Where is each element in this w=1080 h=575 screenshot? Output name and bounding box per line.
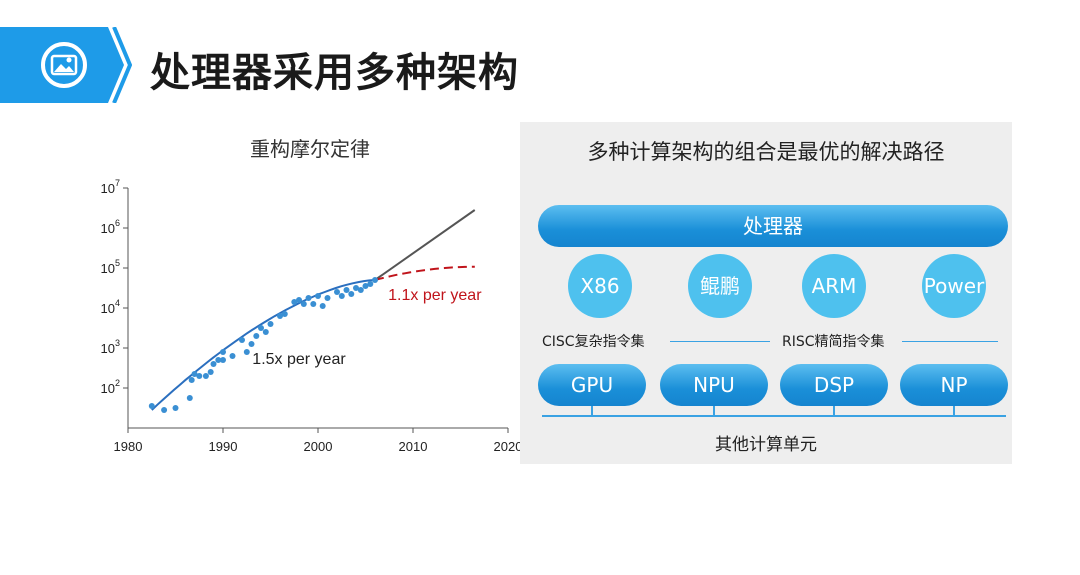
data-point (248, 341, 255, 347)
baseline-tick (591, 406, 593, 416)
unit-npu: NPU (660, 364, 768, 406)
data-point (188, 377, 195, 383)
y-tick-label: 105 (101, 258, 120, 276)
unit-np: NP (900, 364, 1008, 406)
baseline-tick (953, 406, 955, 416)
cisc-risc-divider (670, 341, 770, 342)
data-point (324, 295, 331, 301)
data-point (258, 325, 264, 331)
isa-circle-arm: ARM (802, 254, 866, 318)
y-tick-label: 104 (101, 298, 120, 316)
x-tick-label: 2000 (304, 439, 333, 454)
data-point (239, 337, 245, 343)
cisc-label: CISC复杂指令集 (542, 334, 645, 350)
data-point (161, 407, 168, 413)
x-tick-label: 1990 (209, 439, 238, 454)
risc-line (902, 341, 998, 342)
data-point (310, 301, 317, 307)
data-point (196, 373, 203, 379)
data-point (300, 301, 307, 307)
moores-law-chart: 107 106 105 104 103 102 1980 1990 2000 2010 2020 1… (101, 178, 520, 454)
header-banner (0, 27, 132, 103)
data-point (334, 289, 340, 295)
isa-circle-power: Power (922, 254, 986, 318)
projection-line (374, 209, 476, 281)
unit-gpu: GPU (538, 364, 646, 406)
data-point (348, 291, 355, 297)
y-tick-label: 107 (101, 178, 120, 196)
page-title: 处理器采用多种架构 (150, 50, 519, 96)
data-point (357, 287, 364, 293)
image-icon (41, 42, 87, 88)
y-tick-label: 103 (101, 338, 120, 356)
baseline-tick (713, 406, 715, 416)
data-point (296, 297, 302, 303)
other-units-label: 其他计算单元 (715, 435, 817, 455)
data-point (367, 281, 374, 287)
data-point (319, 303, 326, 309)
data-point (277, 313, 283, 319)
processor-bar: 处理器 (538, 205, 1008, 247)
x-tick-label: 2010 (399, 439, 428, 454)
data-point (186, 395, 193, 401)
data-point (338, 293, 345, 299)
chart-annotation: 1.5x per year (252, 351, 346, 368)
data-point (229, 353, 236, 359)
data-point (281, 311, 288, 317)
isa-circle-kunpeng: 鲲鹏 (688, 254, 752, 318)
units-baseline (542, 415, 1006, 417)
x-tick-label: 1980 (114, 439, 143, 454)
data-point (220, 357, 226, 363)
data-point (191, 371, 198, 377)
risc-label: RISC精简指令集 (782, 334, 885, 350)
data-point (243, 349, 250, 355)
y-tick-label: 106 (101, 218, 120, 236)
data-point (315, 293, 321, 299)
data-point (362, 283, 369, 289)
x-tick-label: 2020 (494, 439, 520, 454)
data-point (148, 403, 155, 409)
data-point (215, 357, 222, 363)
data-point (220, 349, 226, 355)
data-point (253, 333, 260, 339)
projection-line-1-1x (374, 265, 475, 281)
data-point (262, 329, 269, 335)
data-point (372, 277, 378, 283)
data-point (305, 295, 312, 301)
y-tick-label: 102 (101, 378, 120, 396)
data-point (291, 299, 298, 305)
data-point (210, 361, 217, 367)
data-point (267, 321, 274, 327)
data-point (207, 369, 214, 375)
data-point (353, 285, 359, 291)
trend-line-1-5x (151, 279, 376, 411)
chart-title: 重构摩尔定律 (250, 137, 370, 161)
unit-dsp: DSP (780, 364, 888, 406)
baseline-tick (833, 406, 835, 416)
isa-circle-x86: X86 (568, 254, 632, 318)
panel-title: 多种计算架构的组合是最优的解决路径 (587, 140, 945, 164)
architecture-panel: 多种计算架构的组合是最优的解决路径 处理器 X86 鲲鹏 ARM Power C… (520, 122, 1012, 464)
data-point (343, 287, 350, 293)
chart-annotation: 1.1x per year (388, 287, 482, 304)
data-point (172, 405, 179, 411)
data-point (202, 373, 209, 379)
